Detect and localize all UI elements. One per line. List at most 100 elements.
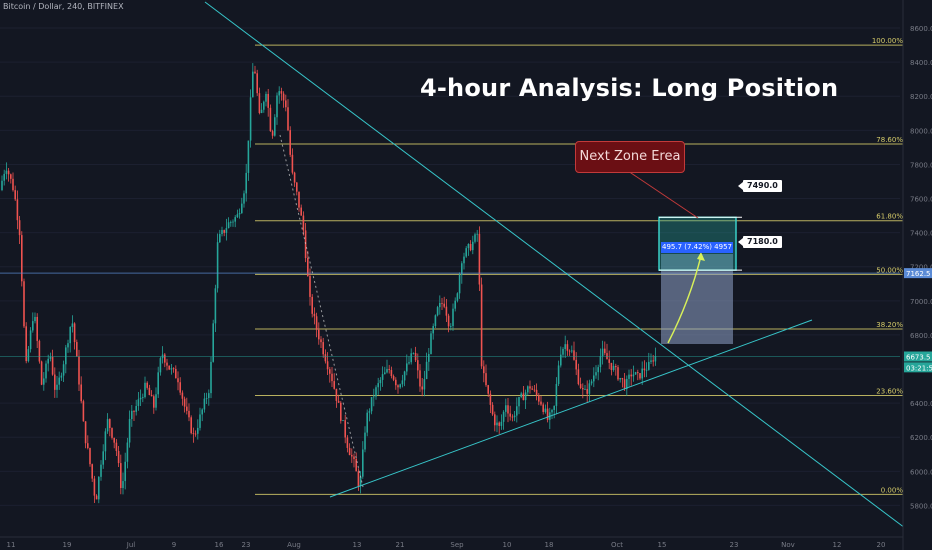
candle-body [384, 372, 386, 375]
candle-body [241, 203, 243, 214]
candle-body [144, 382, 146, 398]
y-tick-label: 8200.0 [910, 93, 932, 101]
candle-body [502, 411, 505, 422]
candle-body [601, 348, 604, 357]
candle-body [131, 410, 133, 420]
candle-body [652, 360, 654, 362]
candle-body [109, 419, 111, 429]
candle-body [223, 230, 225, 233]
candle-body [643, 368, 646, 371]
candle-body [531, 388, 533, 390]
candle-body [406, 363, 408, 372]
candle-body [538, 395, 540, 402]
candle-body [403, 371, 406, 381]
candle-body [654, 356, 657, 362]
candle-body [54, 374, 56, 390]
candle-body [192, 433, 195, 434]
y-tick-label: 7000.0 [910, 298, 932, 306]
candle-body [423, 379, 426, 390]
candle-body [355, 459, 357, 472]
candle-body [190, 417, 192, 434]
candle-body [650, 360, 652, 362]
candle-body [236, 214, 239, 218]
y-tick-label: 6200.0 [910, 434, 932, 442]
candle-body [527, 386, 529, 393]
candle-body [579, 384, 582, 388]
candle-body [111, 428, 113, 438]
candle-body [395, 379, 397, 386]
candle-body [32, 321, 34, 331]
candle-body [263, 101, 265, 110]
candle-body [436, 307, 439, 316]
candle-body [586, 389, 588, 394]
price-label-bg [904, 351, 932, 362]
candle-body [564, 344, 566, 349]
candle-body [104, 431, 107, 452]
candle-body [333, 381, 335, 389]
candle-body [29, 330, 32, 350]
candle-body [496, 422, 498, 426]
candle-body [161, 354, 164, 359]
candle-body [340, 402, 342, 421]
measure-label: 495.7 (7.42%) 4957 [661, 242, 733, 253]
candle-body [300, 207, 302, 216]
candle-body [597, 367, 599, 373]
candle-body [439, 302, 441, 308]
candle-body [221, 230, 223, 235]
candle-body [51, 356, 54, 375]
candle-body [419, 370, 421, 387]
candle-body [472, 241, 474, 251]
candle-body [397, 385, 399, 388]
candle-body [10, 174, 12, 179]
candle-body [214, 288, 217, 324]
x-tick-label: Aug [287, 541, 301, 549]
candle-body [447, 315, 450, 327]
candle-body [540, 401, 542, 405]
candle-body [634, 372, 637, 375]
x-tick-label: 23 [730, 541, 739, 549]
candle-body [584, 389, 586, 390]
candle-body [5, 170, 8, 174]
candle-body [98, 476, 100, 500]
next-zone-callout[interactable]: Next Zone Erea [575, 141, 685, 173]
candle-body [509, 413, 511, 417]
candle-body [619, 378, 621, 380]
candle-body [480, 284, 483, 367]
candle-body [60, 375, 63, 378]
candle-body [461, 263, 463, 275]
candle-body [47, 358, 49, 364]
candle-body [249, 97, 252, 141]
candle-body [445, 306, 448, 316]
candle-body [260, 109, 263, 114]
candle-body [93, 478, 96, 496]
candle-body [296, 182, 298, 192]
fib-label: 61.80% [876, 213, 903, 221]
arrow-head-icon [697, 252, 705, 261]
candle-body [36, 316, 38, 341]
candle-body [388, 369, 390, 370]
y-tick-label: 7400.0 [910, 230, 932, 238]
candle-body [335, 388, 338, 401]
candle-body [441, 302, 443, 304]
candle-body [377, 383, 379, 388]
candle-body [487, 385, 489, 394]
candle-body [208, 393, 210, 398]
symbol-title: Bitcoin / Dollar, 240, BITFINEX [3, 2, 124, 11]
candle-body [485, 373, 487, 386]
candle-body [425, 361, 428, 380]
candle-body [381, 374, 384, 380]
candle-body [386, 369, 388, 373]
analysis-headline: 4-hour Analysis: Long Position [420, 74, 839, 102]
candle-body [148, 387, 151, 396]
candle-body [518, 397, 520, 407]
candle-body [546, 408, 549, 420]
x-tick-label: 9 [172, 541, 176, 549]
candle-body [122, 481, 124, 488]
candle-body [183, 398, 186, 407]
candle-body [256, 73, 258, 94]
candle-body [245, 172, 247, 194]
candle-body [412, 353, 415, 354]
candle-body [56, 384, 58, 390]
candle-body [320, 339, 322, 343]
